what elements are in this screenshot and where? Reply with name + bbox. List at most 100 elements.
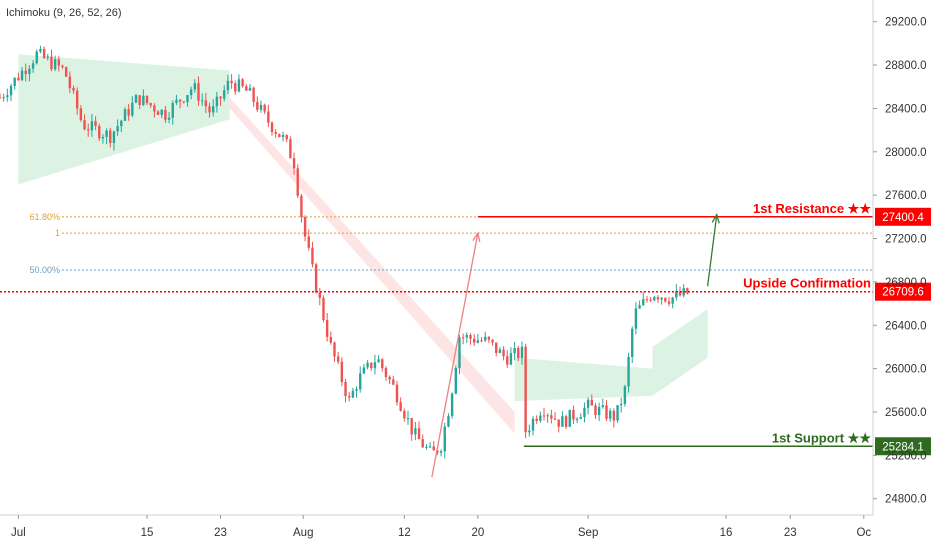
candle-body-31 [112,131,116,144]
level-name-2: 1st Support ★★ [772,430,871,445]
candle-body-69 [252,87,255,102]
candle-body-34 [123,109,127,121]
candle-body-129 [472,338,476,343]
candle-body-141 [517,348,520,359]
candle-body-53 [193,83,197,90]
level-name-0: 1st Resistance ★★ [753,201,871,216]
candle-body-28 [101,136,105,139]
candle-body-20 [72,88,75,91]
candle-body-52 [189,89,193,96]
candle-body-68 [248,87,252,91]
candle-body-181 [664,297,667,302]
candle-body-85 [311,247,314,265]
y-tick-label-5: 27200.0 [885,234,927,246]
candle-body-12 [42,49,46,58]
candle-body-62 [226,80,230,91]
candle-body-128 [469,334,472,339]
candle-body-33 [120,120,123,127]
candle-body-107 [392,379,395,385]
candle-body-44 [160,109,163,116]
y-tick-label-6: 26800.0 [885,277,927,289]
level-tag-bg-2 [875,437,931,456]
cloud-segment-2 [514,357,653,402]
candle-body-179 [656,297,660,300]
y-tick-label-7: 26400.0 [885,320,927,332]
candle-body-168 [616,405,619,421]
candle-body-14 [50,56,53,70]
candle-body-27 [98,125,101,139]
candle-body-8 [28,68,31,75]
y-tick-label-4: 27600.0 [885,190,927,202]
candle-body-162 [594,405,597,416]
candle-body-145 [531,418,535,431]
candle-body-19 [68,76,72,89]
candle-body-117 [428,446,432,448]
candle-body-13 [46,56,49,58]
candle-body-30 [109,130,112,144]
candle-body-183 [671,297,674,304]
candle-body-82 [300,195,303,218]
candle-body-178 [653,297,656,301]
candle-body-40 [145,95,149,104]
candle-body-123 [450,393,454,417]
candle-body-67 [245,86,248,91]
candle-body-109 [399,402,402,411]
candle-body-124 [454,368,457,394]
candle-body-45 [164,109,167,120]
candle-body-15 [53,59,57,70]
candle-body-164 [601,405,605,407]
level-tag-text-0: 27400.4 [882,212,924,224]
candle-body-159 [583,407,586,418]
level-tag-bg-1 [875,282,931,301]
candle-body-39 [142,95,145,106]
candle-body-26 [94,121,97,126]
candle-body-89 [325,319,329,337]
candle-body-63 [230,80,233,84]
candle-body-169 [620,403,623,406]
y-tick-label-2: 28400.0 [885,103,927,115]
candle-body-163 [597,406,601,416]
candle-body-100 [366,362,369,368]
candle-body-84 [307,236,310,248]
candle-body-122 [447,416,450,427]
x-tick-label-0: Jul [11,527,26,539]
candle-body-184 [675,291,678,298]
candle-body-139 [509,353,513,365]
level-tag-text-2: 25284.1 [882,441,924,453]
candle-body-17 [61,65,64,68]
candle-body-21 [75,90,79,109]
candle-body-72 [263,104,266,112]
level-tag-bg-0 [875,207,931,226]
candle-body-99 [362,367,366,374]
candle-body-146 [535,418,538,421]
y-tick-label-11: 24800.0 [885,494,927,506]
candle-body-43 [156,111,160,116]
cloud-segment-1 [229,97,515,434]
candle-body-144 [528,430,531,433]
candle-body-147 [539,415,542,421]
candle-body-186 [682,288,685,296]
candle-body-154 [564,416,568,427]
candle-body-167 [612,410,616,421]
candle-body-112 [410,418,413,435]
y-tick-label-0: 29200.0 [885,17,927,29]
y-axis-area [873,0,932,550]
candle-body-22 [79,108,83,121]
candle-body-125 [458,337,461,369]
candle-body-18 [64,67,68,77]
candle-body-61 [223,90,226,99]
y-tick-label-8: 26000.0 [885,364,927,376]
candle-body-86 [314,264,318,293]
candle-body-148 [542,415,546,417]
candle-body-64 [234,83,237,92]
candle-body-157 [575,418,579,420]
y-tick-label-9: 25600.0 [885,407,927,419]
candle-body-173 [634,308,638,329]
candle-body-108 [395,384,399,403]
candle-body-121 [443,426,446,452]
candle-body-71 [259,104,263,110]
candles [0,45,689,459]
candle-body-119 [436,450,439,453]
